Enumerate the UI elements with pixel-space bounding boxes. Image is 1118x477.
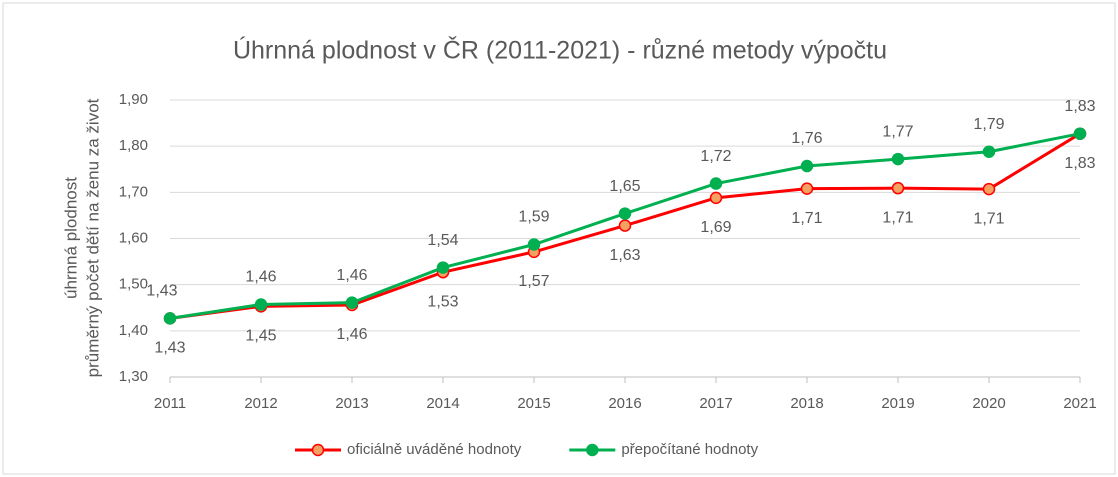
data-label: 1,63 [609, 247, 640, 264]
y-tick-label: 1,90 [119, 91, 148, 108]
data-point [709, 191, 723, 205]
data-point [891, 152, 905, 166]
data-label: 1,76 [791, 130, 822, 147]
data-label: 1,77 [882, 123, 913, 140]
legend-marker [311, 443, 325, 457]
data-point [436, 261, 450, 274]
x-tick-label: 2021 [1063, 395, 1096, 412]
data-label: 1,59 [518, 209, 549, 226]
data-label: 1,79 [973, 116, 1004, 133]
data-label: 1,71 [882, 209, 913, 226]
data-point [891, 181, 905, 195]
data-label: 1,45 [245, 328, 276, 345]
data-label: 1,43 [154, 340, 185, 357]
legend-marker [586, 443, 599, 457]
x-tick-label: 2020 [972, 395, 1005, 412]
y-tick-label: 1,60 [119, 229, 148, 246]
data-label: 1,46 [336, 267, 367, 284]
data-point [345, 296, 359, 309]
data-point [982, 182, 996, 196]
data-label: 1,69 [700, 219, 731, 236]
data-label: 1,71 [791, 210, 822, 227]
data-point [527, 238, 541, 251]
y-tick-label: 1,80 [119, 137, 148, 154]
x-tick-label: 2014 [426, 395, 459, 412]
x-tick-label: 2018 [790, 395, 823, 412]
data-point [618, 207, 632, 220]
data-label: 1,46 [336, 326, 367, 343]
y-tick-label: 1,50 [119, 276, 148, 293]
data-label: 1,83 [1064, 155, 1095, 172]
x-tick-label: 2016 [608, 395, 641, 412]
x-tick-label: 2013 [335, 395, 368, 412]
data-label: 1,57 [518, 273, 549, 290]
x-tick-label: 2011 [154, 395, 186, 412]
chart-title: Úhrnná plodnost v ČR (2011-2021) - různé… [233, 36, 887, 65]
x-tick-label: 2019 [881, 395, 914, 412]
data-point [254, 298, 268, 311]
y-tick-label: 1,40 [119, 322, 148, 339]
data-label: 1,46 [245, 269, 276, 286]
data-label: 1,72 [700, 148, 731, 165]
data-label: 1,53 [427, 293, 458, 310]
y-tick-label: 1,70 [119, 183, 148, 200]
data-point [163, 312, 177, 325]
data-label: 1,65 [609, 178, 640, 195]
legend-label: přepočítané hodnoty [621, 441, 758, 458]
data-point [800, 182, 814, 195]
data-point [618, 219, 632, 232]
x-tick-label: 2012 [244, 395, 277, 412]
x-tick-label: 2015 [517, 395, 550, 412]
legend-label: oficiálně uváděné hodnoty [347, 441, 522, 458]
data-label: 1,83 [1064, 98, 1095, 115]
data-label: 1,43 [146, 283, 177, 300]
data-point [982, 145, 996, 158]
data-label: 1,54 [427, 232, 458, 249]
x-tick-label: 2017 [699, 395, 732, 412]
data-point [800, 159, 814, 173]
y-axis-label-line: úhrnná plodnost [61, 177, 80, 299]
y-tick-label: 1,30 [119, 368, 148, 385]
data-label: 1,71 [973, 210, 1004, 227]
data-point [709, 177, 723, 190]
y-axis-label-line: průměrný počet dětí na ženu za život [83, 98, 102, 377]
y-axis-label: úhrnná plodnost průměrný počet dětí na ž… [61, 98, 102, 377]
data-point [1073, 127, 1087, 140]
